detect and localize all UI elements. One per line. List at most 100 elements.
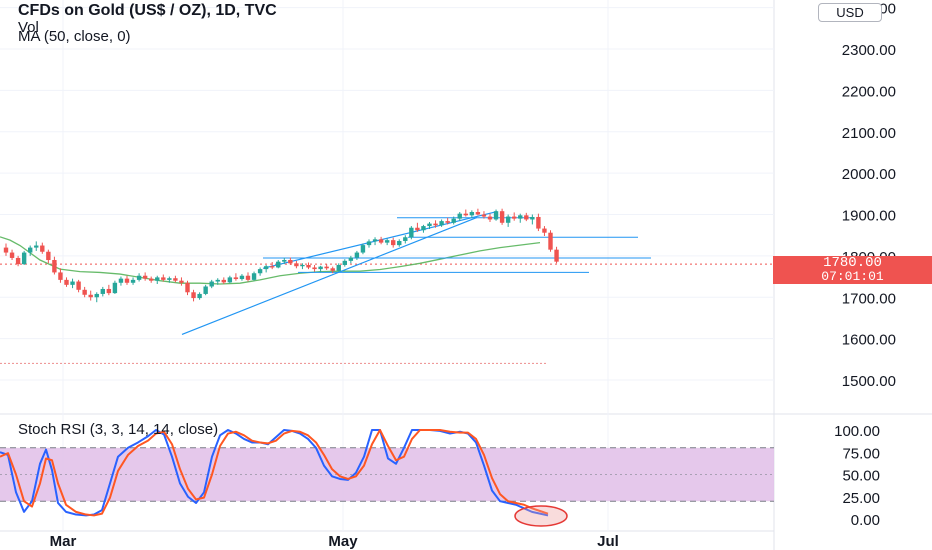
candle-body: [415, 227, 420, 231]
candle-body: [173, 278, 178, 281]
candle-body: [548, 232, 553, 250]
volume-legend: Vol: [18, 19, 39, 36]
candle-body: [433, 223, 438, 226]
candle-body: [270, 266, 275, 268]
candle-body: [391, 240, 396, 246]
candle-body: [554, 249, 559, 262]
candle-body: [179, 280, 184, 283]
price-tick-label: 1700.00: [842, 290, 896, 307]
candle-body: [100, 288, 105, 294]
chart-title: CFDs on Gold (US$ / OZ), 1D, TVC: [18, 2, 277, 19]
candle-body: [197, 293, 202, 299]
candle-body: [300, 264, 305, 267]
candle-body: [58, 272, 63, 280]
candle-body: [439, 221, 444, 226]
candle-body: [142, 275, 148, 279]
ma-line: [0, 236, 541, 285]
candle-body: [118, 278, 124, 283]
candle-body: [312, 267, 317, 270]
candle-body: [469, 212, 475, 216]
candle-body: [493, 211, 499, 220]
candle-body: [530, 216, 535, 220]
candle-body: [257, 269, 263, 274]
candle-body: [167, 278, 172, 280]
candle-body: [427, 223, 432, 227]
candle-body: [106, 288, 112, 294]
candle-body: [155, 277, 160, 281]
ma-legend: MA (50, close, 0): [18, 28, 131, 45]
candle-body: [34, 245, 39, 248]
candle-body: [330, 268, 335, 271]
candle-body: [130, 279, 136, 283]
candle-body: [487, 216, 493, 220]
candle-body: [215, 279, 220, 282]
candle-body: [294, 263, 299, 267]
candle-body: [542, 228, 547, 233]
time-tick-label: Jul: [597, 533, 619, 550]
stoch-tick-label: 25.00: [842, 490, 880, 507]
candle-body: [52, 260, 57, 273]
candle-body: [40, 245, 45, 252]
oversold-highlight: [514, 505, 568, 527]
candle-body: [445, 221, 450, 223]
price-tick-label: 2000.00: [842, 166, 896, 183]
candle-body: [276, 261, 281, 268]
candle-body: [378, 239, 384, 243]
price-tick-label: 2200.00: [842, 83, 896, 100]
candle-body: [403, 237, 408, 241]
candle-body: [366, 241, 372, 246]
candle-body: [9, 252, 15, 258]
candle-body: [360, 245, 366, 253]
candle-body: [64, 279, 69, 285]
price-tick-label: 1500.00: [842, 373, 896, 390]
stoch-line-d: [0, 429, 549, 517]
last-price-tag: 1780.00 07:01:01: [773, 256, 932, 284]
candle-body: [191, 292, 196, 299]
candle-body: [518, 215, 523, 219]
candle-body: [161, 277, 166, 280]
candle-body: [324, 266, 329, 269]
candle-body: [233, 277, 239, 280]
candle-body: [348, 257, 354, 261]
candle-body: [70, 281, 75, 285]
candle-body: [209, 281, 214, 287]
candle-body: [21, 252, 27, 265]
candle-body: [251, 273, 257, 280]
currency-button[interactable]: USD: [818, 3, 882, 22]
candle-body: [409, 227, 414, 238]
candle-body: [354, 252, 360, 258]
candle-body: [512, 216, 517, 219]
candle-body: [342, 260, 347, 265]
candle-body: [46, 251, 51, 261]
candle-body: [306, 264, 311, 268]
stoch-tick-label: 100.00: [834, 423, 880, 440]
candle-body: [421, 226, 426, 231]
candle-body: [28, 247, 33, 253]
candle-body: [318, 266, 323, 270]
candle-body: [288, 260, 293, 264]
candle-body: [372, 239, 378, 242]
candle-body: [536, 216, 541, 229]
candle-body: [88, 294, 93, 298]
candle-body: [499, 211, 505, 223]
candle-body: [451, 218, 456, 223]
candle-body: [282, 260, 287, 262]
candle-body: [475, 212, 481, 215]
candle-body: [245, 275, 251, 280]
candle-body: [227, 277, 233, 283]
candle-body: [3, 247, 9, 253]
candle-body: [203, 286, 208, 294]
bar-countdown: 07:01:01: [821, 269, 884, 284]
candle-body: [263, 266, 269, 270]
candle-body: [505, 216, 511, 223]
time-tick-label: Mar: [50, 533, 77, 550]
price-tick-label: 2100.00: [842, 125, 896, 142]
candle-body: [15, 257, 21, 265]
time-tick-label: May: [328, 533, 358, 550]
stoch-tick-label: 50.00: [842, 468, 880, 485]
last-price-value: 1780.00: [823, 255, 882, 271]
trend-line: [181, 216, 478, 336]
candle-body: [94, 293, 99, 298]
stoch-tick-label: 75.00: [842, 445, 880, 462]
